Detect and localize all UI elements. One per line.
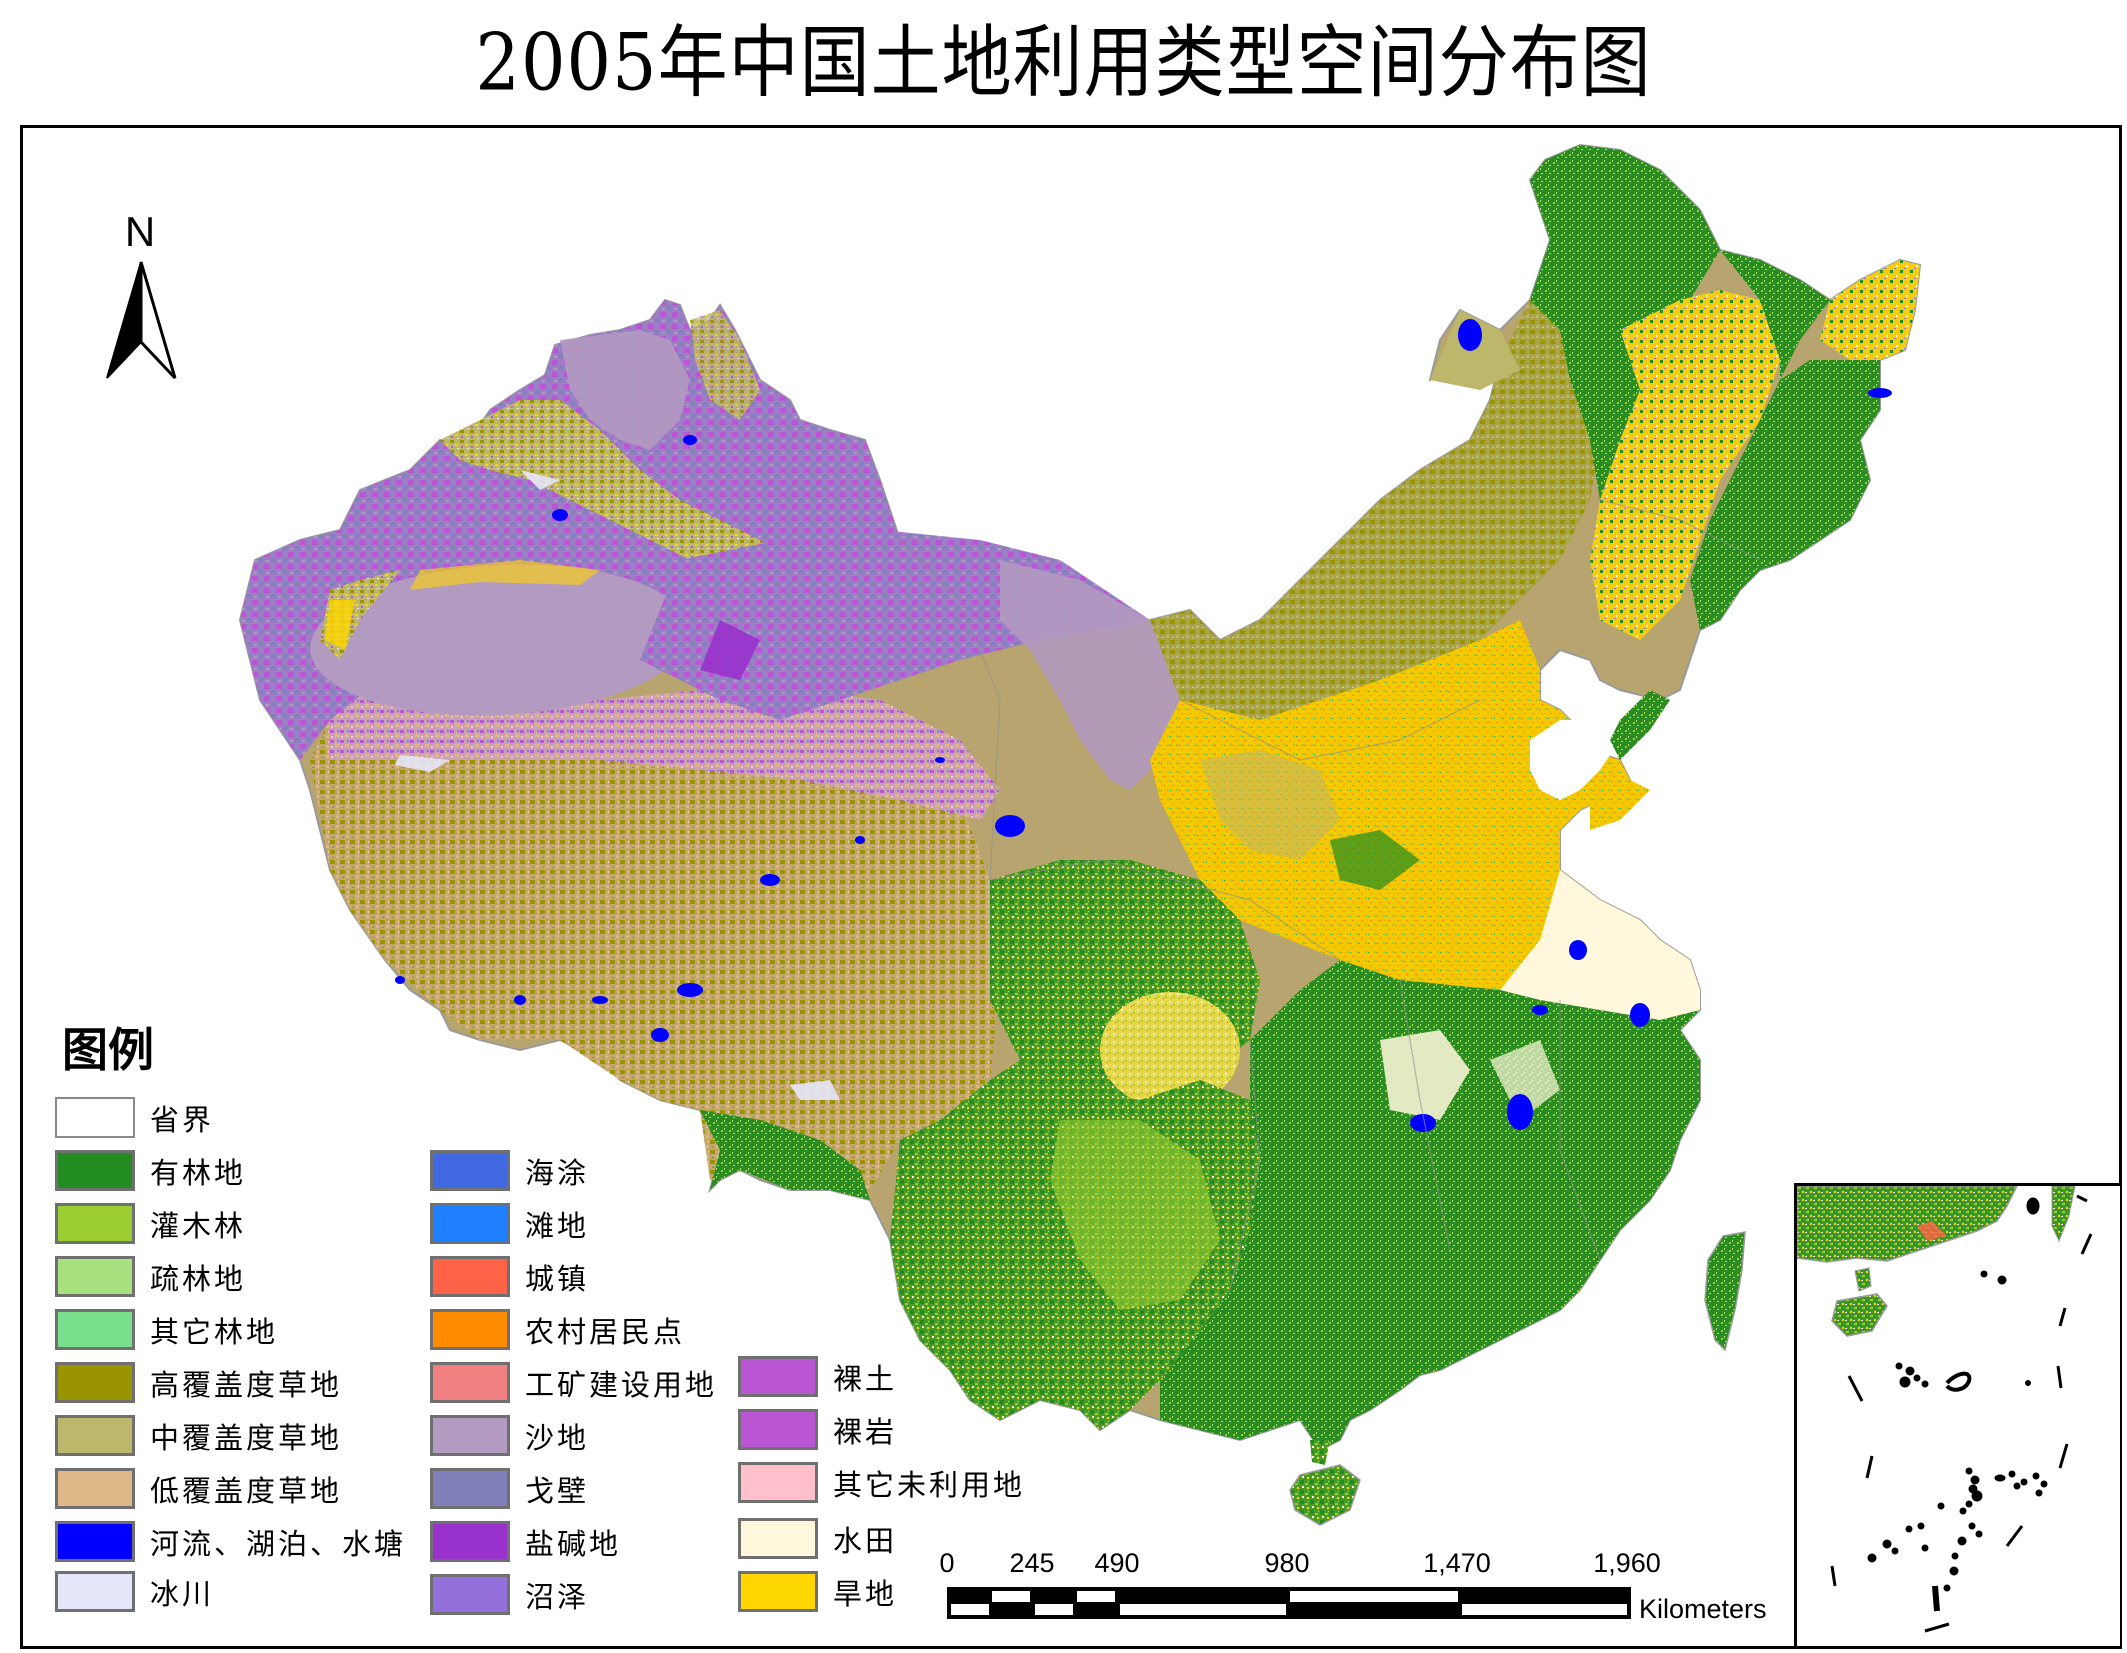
legend-item-forest: 有林地 [55, 1150, 246, 1191]
scale-tick: 1,470 [1423, 1548, 1491, 1578]
legend-item-dry-land: 旱地 [738, 1571, 897, 1612]
scale-bar-graphic [947, 1587, 1631, 1619]
legend-swatch [738, 1571, 818, 1612]
legend-swatch [738, 1462, 818, 1503]
legend-swatch [430, 1521, 510, 1562]
legend-swatch [55, 1521, 135, 1562]
legend-item-shrubland: 灌木林 [55, 1203, 246, 1244]
legend-item-marsh: 沼泽 [430, 1574, 589, 1615]
scale-tick: 490 [1094, 1548, 1140, 1578]
legend-item-sandy-land: 沙地 [430, 1415, 589, 1456]
legend-item-other-forest: 其它林地 [55, 1309, 278, 1350]
legend-item-rural-settlement: 农村居民点 [430, 1309, 685, 1350]
legend-swatch [738, 1518, 818, 1559]
legend-swatch [55, 1203, 135, 1244]
legend-item-urban: 城镇 [430, 1256, 589, 1297]
legend-item-glacier: 冰川 [55, 1571, 214, 1612]
map-frame [20, 125, 2122, 1649]
legend-item-beach-land: 滩地 [430, 1203, 589, 1244]
legend-swatch [55, 1309, 135, 1350]
legend-swatch [430, 1362, 510, 1403]
legend-item-saline-alkali: 盐碱地 [430, 1521, 621, 1562]
inset-map [1797, 1186, 2093, 1633]
legend-swatch [55, 1256, 135, 1297]
legend-swatch [430, 1415, 510, 1456]
legend-swatch [430, 1309, 510, 1350]
legend-item-low-cover-grassland: 低覆盖度草地 [55, 1468, 342, 1509]
legend-swatch [430, 1574, 510, 1615]
legend-item-paddy-field: 水田 [738, 1518, 897, 1559]
sichuan-basin [1100, 992, 1240, 1108]
map-title: 2005年中国土地利用类型空间分布图 [475, 16, 1652, 109]
legend-item-water: 河流、湖泊、水塘 [55, 1521, 406, 1562]
legend-swatch [55, 1097, 135, 1138]
scale-tick: 1,960 [1593, 1548, 1661, 1578]
legend-item-tidal-flat: 海涂 [430, 1150, 589, 1191]
hainan-island [1289, 1464, 1361, 1526]
legend-swatch [430, 1468, 510, 1509]
legend-swatch [430, 1256, 510, 1297]
north-label: N [124, 208, 156, 255]
scale-bar: 0 245 490 980 1,470 1,960 Kilometers [939, 1548, 1780, 1628]
legend-swatch [430, 1203, 510, 1244]
scale-tick: 245 [1009, 1548, 1055, 1578]
province-borders [899, 499, 1761, 1291]
legend-swatch [738, 1409, 818, 1450]
legend-item-medium-cover-grassland: 中覆盖度草地 [55, 1415, 342, 1456]
legend-swatch [55, 1362, 135, 1403]
glaciers [395, 470, 840, 1100]
legend-title: 图例 [62, 1023, 154, 1077]
taklimakan-desert [310, 564, 690, 716]
legend-item-high-cover-grassland: 高覆盖度草地 [55, 1362, 342, 1403]
bohai-sea [1530, 720, 1620, 800]
scale-tick: 0 [939, 1548, 955, 1578]
scale-tick: 980 [1264, 1548, 1310, 1578]
legend-item-bare-rock: 裸岩 [738, 1409, 897, 1450]
north-arrow-icon [106, 261, 177, 380]
taiwan-island [1704, 1231, 1746, 1352]
legend-swatch [55, 1415, 135, 1456]
south-china-sea-inset [1794, 1183, 2120, 1646]
legend-item-gobi: 戈壁 [430, 1468, 589, 1509]
legend-item-industrial-land: 工矿建设用地 [430, 1362, 717, 1403]
legend-item-sparse-forest: 疏林地 [55, 1256, 246, 1297]
legend-swatch [738, 1356, 818, 1397]
scale-unit-label: Kilometers [1639, 1594, 1767, 1624]
legend-item-other-unused: 其它未利用地 [738, 1462, 1025, 1503]
islands-and-boundary-dashes [1830, 1194, 2093, 1633]
north-arrow: N [95, 210, 185, 385]
legend-swatch [55, 1571, 135, 1612]
legend-swatch [55, 1150, 135, 1191]
legend-item-province-border: 省界 [55, 1097, 214, 1138]
legend-swatch [55, 1468, 135, 1509]
legend-swatch [430, 1150, 510, 1191]
lakes [395, 319, 1892, 1132]
legend-item-bare-soil: 裸土 [738, 1356, 897, 1397]
